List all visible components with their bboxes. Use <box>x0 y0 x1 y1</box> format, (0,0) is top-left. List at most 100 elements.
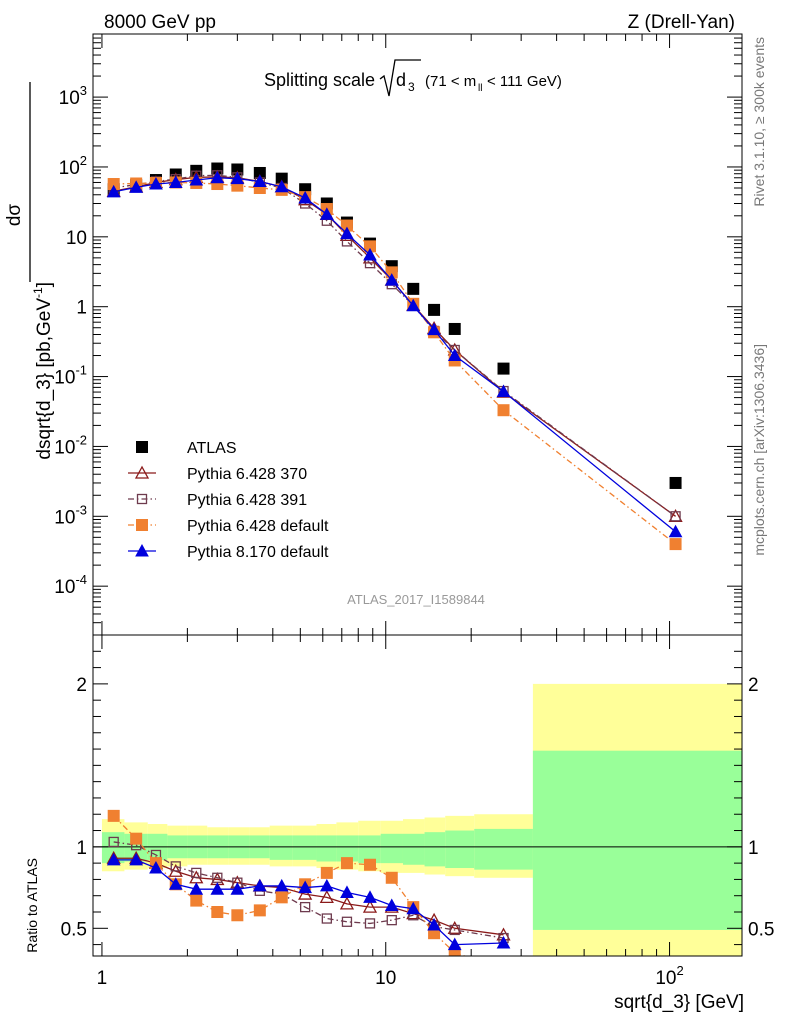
series-3-point <box>497 404 510 417</box>
y-tick-label: 10-3 <box>54 502 87 528</box>
y-tick-label-sup: -2 <box>75 432 87 447</box>
uncertainty-band-green <box>269 835 293 860</box>
ratio-y-tick-label-left: 0.5 <box>61 919 87 940</box>
series-4-point <box>363 247 377 261</box>
ratio-series-3-point <box>427 917 441 931</box>
ratio-series-2-point <box>211 906 224 919</box>
ratio-series-3-point <box>210 882 225 895</box>
series-4-point <box>668 524 683 538</box>
ratio-series-3-point <box>340 885 354 898</box>
title-main: Splitting scale <box>264 70 375 90</box>
y-tick-label-sup: -4 <box>75 572 87 587</box>
ratio-series-0-point <box>319 889 334 903</box>
legend-label-1: Pythia 6.428 370 <box>187 466 307 483</box>
chart-title: Splitting scale d 3 (71 < m ll < 111 GeV… <box>264 59 562 97</box>
ratio-series-1-point <box>321 913 332 924</box>
title-sqrt-sign <box>379 59 421 97</box>
uncertainty-band-green <box>424 832 446 867</box>
y-tick-label: 10-2 <box>54 432 87 458</box>
ratio-series-3-point <box>149 860 163 874</box>
y-tick-label-base: 10 <box>54 437 75 458</box>
series-4-point <box>210 170 225 184</box>
ratio-y-tick-label-right: 2 <box>748 675 759 696</box>
y-tick-label-base: 10 <box>54 507 75 528</box>
ratio-series-3-point <box>447 937 462 951</box>
series-4-point <box>149 176 163 190</box>
series-4-point <box>129 180 144 193</box>
series-3-line <box>113 181 676 545</box>
legend-marker-2 <box>136 493 148 505</box>
ratio-series-3-point <box>496 935 511 949</box>
ratio-series-3-point <box>230 882 245 895</box>
ratio-series-1-point <box>386 915 397 926</box>
series-4-point <box>189 172 204 186</box>
ratio-series-3-point <box>129 852 144 866</box>
ratio-series-1-point <box>108 836 119 848</box>
main-y-label: dσ dsqrt{d_3} [pb,GeV-1] <box>4 82 55 460</box>
legend-marker-1 <box>134 465 150 479</box>
legend-marker-4 <box>135 543 149 557</box>
series-4-point <box>384 273 399 286</box>
uncertainty-band-green <box>358 835 381 864</box>
ratio-y-tick-label-left: 2 <box>76 675 87 696</box>
y-tick-label: 102 <box>59 153 87 179</box>
ratio-series-0-point <box>298 886 313 900</box>
ratio-series-2-point <box>320 866 333 879</box>
ratio-series-2-point <box>107 809 120 822</box>
ratio-y-label: Ratio to ATLAS <box>24 858 40 953</box>
series-4-point <box>168 175 183 188</box>
ratio-series-2-point <box>253 904 266 917</box>
header-right: Z (Drell-Yan) <box>628 12 735 33</box>
series-4-point <box>298 190 312 204</box>
series-3-point <box>669 538 682 551</box>
rivet-text: Rivet 3.1.10, ≥ 300k events <box>751 37 767 207</box>
series-4-point <box>106 184 121 198</box>
series-0-point <box>669 476 682 489</box>
y-tick-label-sup: -3 <box>75 502 87 517</box>
y-label-bottom-text: dsqrt{d_3} [pb,GeV <box>34 298 55 460</box>
y-tick-label: 103 <box>59 83 87 109</box>
ratio-series-1-point <box>191 867 202 879</box>
ratio-series-2-point <box>363 858 376 871</box>
y-label-top: dσ <box>4 204 25 227</box>
y-tick-label-base: 10 <box>66 228 87 249</box>
x-tick-label-base: 10 <box>375 968 396 989</box>
ratio-series-2-point <box>130 832 143 845</box>
series-4-point <box>340 226 354 240</box>
series-4-point <box>230 171 245 185</box>
title-range-a: (71 < m <box>425 73 476 90</box>
y-tick-label-base: 10 <box>59 88 80 109</box>
series-4-point <box>427 322 441 336</box>
legend-label-2: Pythia 6.428 391 <box>187 492 307 509</box>
y-tick-label: 1 <box>76 298 87 319</box>
ratio-series-3-point <box>384 898 399 911</box>
x-tick-label: 102 <box>655 963 683 989</box>
ratio-series-0-point <box>447 920 462 934</box>
uncertainty-band-green <box>445 830 475 869</box>
ratio-series-3-point <box>406 901 421 915</box>
title-d-sub: 3 <box>408 80 415 94</box>
legend-marker-3 <box>136 519 148 531</box>
ratio-series-3-point <box>298 880 312 894</box>
uncertainty-band-green <box>380 833 403 864</box>
y-tick-label-base: 10 <box>54 577 75 598</box>
ratio-series-3-point <box>106 852 121 866</box>
series-2-point <box>670 511 681 522</box>
series-4-point <box>447 348 462 362</box>
ratio-y-tick-label-right: 1 <box>748 838 759 859</box>
ratio-series-3-point <box>363 890 377 903</box>
legend: ATLAS Pythia 6.428 370 Pythia 6.428 391 Pyt… <box>128 440 329 561</box>
series-0-point <box>407 282 420 295</box>
x-tick-label-base: 10 <box>655 968 676 989</box>
x-tick-label: 10 <box>375 968 396 989</box>
ratio-y-tick-label-left: 1 <box>76 838 87 859</box>
uncertainty-band-green <box>474 828 533 870</box>
ratio-y-tick-label-right: 0.5 <box>748 919 774 940</box>
ratio-series-3-point <box>168 877 183 890</box>
legend-label-0: ATLAS <box>187 440 237 457</box>
legend-label-3: Pythia 6.428 default <box>187 518 329 535</box>
ratio-series-2-point <box>498 964 509 975</box>
series-4-point <box>252 174 267 187</box>
series-0-point <box>428 303 441 316</box>
